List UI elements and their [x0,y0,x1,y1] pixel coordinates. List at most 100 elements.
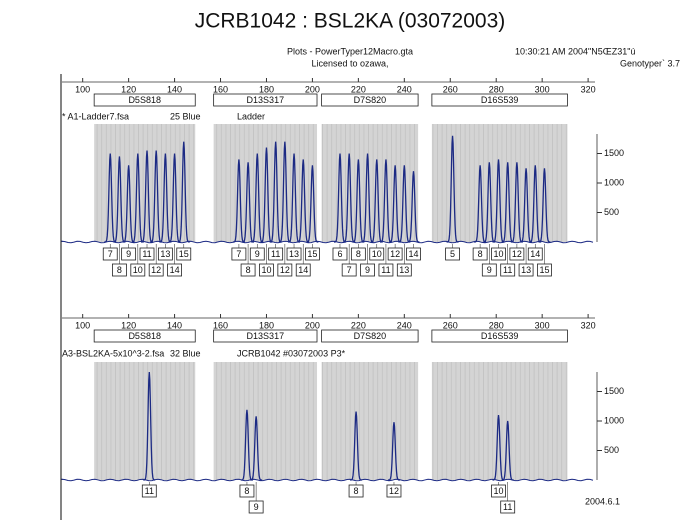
allele-box [305,247,320,261]
allele-label: 8 [117,265,122,275]
allele-box [277,263,293,277]
allele-label: 9 [365,265,370,275]
allele-box [518,263,534,277]
peak [379,159,392,243]
allele-label: 12 [151,265,161,275]
locus-name: D16S539 [481,95,519,105]
allele-label: 15 [539,265,549,275]
allele-box [537,263,552,277]
allele-label: 8 [356,249,361,259]
allele-box [406,247,421,261]
locus-shading [321,362,419,480]
peak [343,153,356,243]
x-tick-label: 260 [443,84,458,94]
peak [104,153,117,243]
allele-box [176,247,192,261]
allele-label: 14 [408,249,418,259]
peak [483,162,496,243]
allele-box [491,247,506,261]
peak [140,150,154,243]
peak [150,150,163,243]
locus-name: D5S818 [128,95,161,105]
locus-box [93,93,196,107]
peak [143,371,156,481]
allele-label: 6 [337,249,342,259]
peak [131,153,144,243]
y-tick-label: 1500 [604,386,624,396]
allele-box [350,247,366,261]
sample: Ladder [237,111,265,121]
peak [387,422,400,481]
allele-label: 7 [108,249,113,259]
x-tick-label: 260 [443,320,458,330]
allele-box [500,263,516,277]
allele-label: 12 [389,486,399,496]
allele-box [500,500,516,514]
locus-box [213,329,318,343]
peak [446,135,459,243]
peak [538,168,551,243]
locus-name: D13S317 [247,331,285,341]
locus-shading [94,362,196,480]
allele-label: 8 [246,265,251,275]
license: Licensed to ozawa, [311,58,388,68]
allele-label: 15 [307,249,317,259]
allele-box [121,247,137,261]
x-tick-label: 160 [213,320,228,330]
allele-box [268,247,284,261]
allele-box [157,247,173,261]
allele-label: 11 [145,486,154,496]
allele-label: 15 [179,249,189,259]
x-tick-label: 200 [305,84,320,94]
x-tick-label: 180 [259,320,274,330]
locus-box [431,93,568,107]
plot-file: Plots - PowerTyper12Macro.gta [287,46,413,56]
x-tick-label: 120 [121,320,136,330]
y-tick-label: 1500 [604,148,624,158]
allele-label: 11 [271,249,280,259]
x-tick-label: 320 [581,320,596,330]
allele-box [332,247,348,261]
allele-box [239,484,255,498]
allele-label: 9 [487,265,492,275]
peak [269,141,282,243]
allele-box [378,263,394,277]
peak [260,147,273,243]
x-tick-label: 280 [489,84,504,94]
peak [370,159,383,243]
allele-label: 9 [254,502,259,512]
allele-label: 9 [255,249,260,259]
allele-label: 12 [280,265,290,275]
allele-label: 8 [244,486,249,496]
locus-box [213,93,318,107]
peak [232,159,245,243]
peak [333,153,347,243]
file-name: * A1-Ladder7.fsa [62,111,129,121]
allele-box [387,247,403,261]
allele-box [509,247,525,261]
file-name: A3-BSL2KA-5x10^3-2.fsa [62,348,164,358]
allele-box [102,247,118,261]
allele-label: 14 [530,249,540,259]
allele-label: 7 [236,249,241,259]
peak [288,153,301,243]
page-title: JCRB1042 : BSL2KA (03072003) [195,10,506,33]
allele-box [130,263,146,277]
locus-shading [213,362,318,480]
allele-label: 11 [142,249,151,259]
allele-box [360,263,375,277]
allele-box [240,263,256,277]
allele-box [527,247,543,261]
y-tick-label: 1000 [604,415,624,425]
allele-box [249,247,265,261]
x-tick-label: 220 [351,84,366,94]
dye: 25 Blue [170,111,201,121]
peak [407,171,420,243]
allele-label: 14 [298,265,308,275]
allele-box [112,263,127,277]
allele-box [445,247,460,261]
allele-box [286,247,302,261]
allele-label: 13 [160,249,170,259]
locus-box [93,329,196,343]
peak [159,153,172,243]
